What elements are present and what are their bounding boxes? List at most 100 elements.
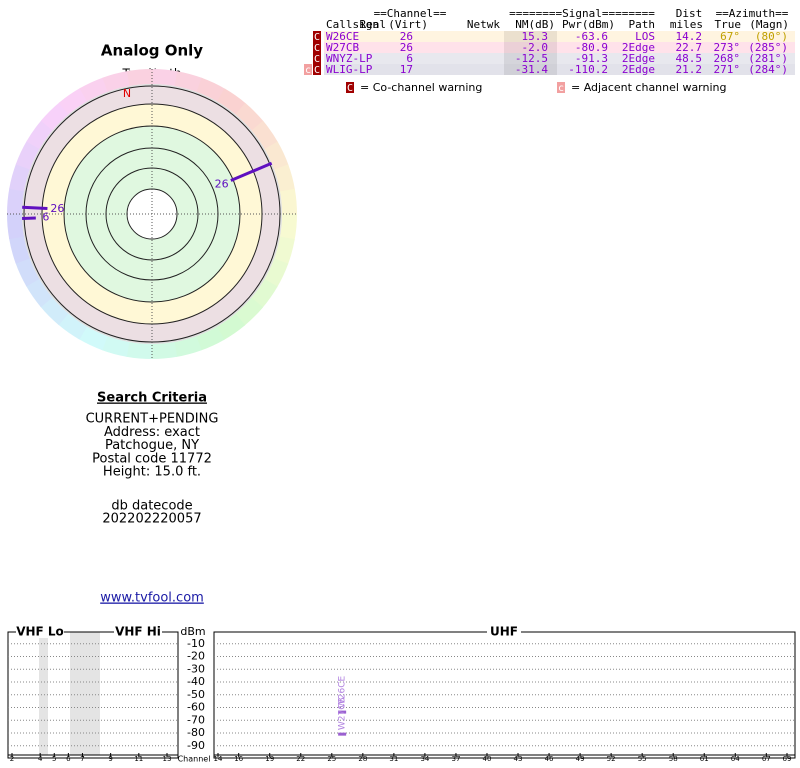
nm-shade xyxy=(504,31,557,42)
datecode-label: db datecode xyxy=(111,499,192,514)
cell-path: 2Edge xyxy=(622,52,655,65)
y-tick-label: -70 xyxy=(187,713,205,726)
x-tick-label: 46 xyxy=(545,755,554,763)
nm-shade xyxy=(504,42,557,53)
y-tick-label: -40 xyxy=(187,675,205,688)
group-header: ========Signal======== xyxy=(509,7,655,20)
cell-true: 67° xyxy=(720,30,740,43)
legend-icon xyxy=(557,82,565,93)
group-header: ==Azimuth== xyxy=(716,7,789,20)
signal-bar xyxy=(338,732,347,736)
legend-icon-label: c xyxy=(558,83,564,94)
cell-true: 273° xyxy=(714,41,741,54)
compass-ring xyxy=(125,341,152,359)
x-tick-label: 16 xyxy=(234,755,243,763)
warning-icon xyxy=(304,64,312,75)
site-link[interactable]: www.tvfool.com xyxy=(100,591,204,606)
panel-label-bg xyxy=(16,626,64,638)
x-tick-label: 37 xyxy=(451,755,460,763)
nm-shade xyxy=(504,64,557,75)
cell-magn: (285°) xyxy=(748,41,788,54)
warning-icon xyxy=(313,53,321,64)
x-tick-label: 6 xyxy=(66,755,71,763)
y-tick-label: -80 xyxy=(187,726,205,739)
warning-icon-label: c xyxy=(305,65,311,76)
compass-ring xyxy=(9,163,31,192)
x-tick-label: 58 xyxy=(669,755,678,763)
compass-ring xyxy=(126,69,154,86)
cell-nm: -12.5 xyxy=(515,52,548,65)
column-header: Real xyxy=(360,18,387,31)
compass-ring xyxy=(235,102,264,132)
legend-text: = Co-channel warning xyxy=(360,81,482,94)
column-header: Callsign xyxy=(326,18,379,31)
y-tick-label: -90 xyxy=(187,739,205,752)
cell-callsign: WLIG-LP xyxy=(326,63,373,76)
compass-ring xyxy=(101,335,130,357)
x-tick-label: 49 xyxy=(576,755,585,763)
x-tick-label: 40 xyxy=(483,755,492,763)
compass-ring xyxy=(57,312,87,340)
compass-ring xyxy=(264,258,289,288)
column-header: miles xyxy=(670,18,703,31)
search-line: Patchogue, NY xyxy=(105,438,199,453)
x-tick-label: 52 xyxy=(607,755,616,763)
compass-ring xyxy=(216,313,246,341)
compass-ring xyxy=(40,102,70,131)
group-header: ==Channel== xyxy=(374,7,447,20)
y-axis-label: dBm xyxy=(180,625,205,638)
warning-icon-label: C xyxy=(314,32,320,43)
cell-magn: (281°) xyxy=(748,52,788,65)
datecode: 202202220057 xyxy=(102,512,201,527)
column-header: Pwr(dBm) xyxy=(562,18,615,31)
cell-callsign: W26CE xyxy=(326,30,359,43)
cell-dist: 14.2 xyxy=(676,30,703,43)
column-header: NM(dB) xyxy=(515,18,555,31)
compass-ring xyxy=(173,336,202,358)
gap-band xyxy=(70,632,100,755)
compass-ring xyxy=(15,257,40,287)
x-tick-label: 5 xyxy=(52,755,56,763)
search-line: Height: 15.0 ft. xyxy=(103,465,201,480)
cell-real: 17 xyxy=(400,63,413,76)
x-tick-label: 25 xyxy=(327,755,336,763)
x-tick-label: 14 xyxy=(214,755,223,763)
x-tick-label: 34 xyxy=(420,755,429,763)
cell-magn: (284°) xyxy=(748,63,788,76)
x-tick-label: 31 xyxy=(389,755,398,763)
cell-pwr: -91.3 xyxy=(575,52,608,65)
compass-ring xyxy=(195,326,225,351)
search-line: CURRENT+PENDING xyxy=(86,412,219,427)
x-tick-label: 7 xyxy=(80,755,84,763)
compass-ring xyxy=(274,164,296,193)
row-background xyxy=(324,31,795,42)
cell-real: 26 xyxy=(400,30,413,43)
x-tick-label: 28 xyxy=(358,755,367,763)
cell-pwr: -110.2 xyxy=(568,63,608,76)
x-tick-label: 43 xyxy=(514,755,523,763)
compass-ring xyxy=(251,120,279,150)
row-background xyxy=(324,53,795,64)
y-tick-label: -30 xyxy=(187,662,205,675)
azimuth-spoke xyxy=(230,161,273,182)
x-tick-label: 11 xyxy=(134,755,143,763)
compass-ring xyxy=(8,235,30,264)
compass-ring xyxy=(7,212,24,240)
column-header: Path xyxy=(629,18,656,31)
compass-ring xyxy=(102,70,131,92)
x-tick-label: 64 xyxy=(731,755,740,763)
column-header: (Virt) xyxy=(388,18,428,31)
compass-ring xyxy=(78,326,108,351)
compass-ring xyxy=(15,140,40,170)
compass-ring xyxy=(280,188,297,216)
cell-magn: (80°) xyxy=(755,30,788,43)
warning-icon xyxy=(313,31,321,42)
signal-bar xyxy=(338,710,347,714)
x-tick-label: 55 xyxy=(638,755,647,763)
legend-icon-label: C xyxy=(347,83,353,94)
x-tick-label: 69 xyxy=(783,755,792,763)
panel-label-bg xyxy=(487,626,521,638)
cell-dist: 48.5 xyxy=(676,52,703,65)
nm-shade xyxy=(504,53,557,64)
